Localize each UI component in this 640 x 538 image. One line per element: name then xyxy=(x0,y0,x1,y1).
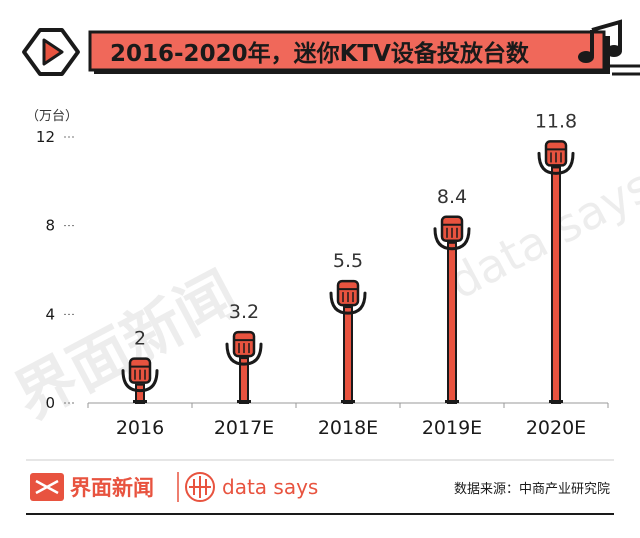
mic-cradle xyxy=(225,342,263,366)
header: 2016-2020年，迷你KTV设备投放台数 xyxy=(22,19,640,76)
chart-title: 2016-2020年，迷你KTV设备投放台数 xyxy=(110,40,530,67)
footer-sub-brand: data says xyxy=(222,475,318,499)
mic-base xyxy=(341,400,355,403)
bars: 2 3.2 5.5 8.4 11.8 xyxy=(121,110,577,405)
data-source: 数据来源：中商产业研究院 xyxy=(454,482,610,497)
mic-cradle xyxy=(433,227,471,251)
mic-cradle xyxy=(537,151,575,175)
bar-2018E: 5.5 xyxy=(329,250,367,405)
x-tick-label: 2020E xyxy=(526,417,586,439)
unit-label: （万台） xyxy=(26,109,78,124)
x-tick-label: 2019E xyxy=(422,417,482,439)
play-icon xyxy=(22,28,80,76)
mic-base xyxy=(549,400,563,403)
y-axis: 0 4 8 12 xyxy=(36,128,76,412)
brand-logo-icon xyxy=(30,473,64,501)
y-tick-label: 8 xyxy=(45,217,55,235)
y-tick-label: 4 xyxy=(45,305,55,323)
y-tick-label: 12 xyxy=(36,128,55,146)
data-label: 11.8 xyxy=(535,110,577,132)
y-tick-label: 0 xyxy=(45,394,55,412)
footer-brand: 界面新闻 xyxy=(70,476,154,500)
mic-base xyxy=(237,400,251,403)
mic-cradle xyxy=(121,369,159,393)
footer: 界面新闻 data says 数据来源：中商产业研究院 xyxy=(26,459,614,515)
data-label: 8.4 xyxy=(437,186,467,208)
data-says-logo-icon xyxy=(185,472,215,502)
watermark: 界面新闻 data says xyxy=(4,158,640,433)
mic-base xyxy=(133,400,147,403)
data-label: 5.5 xyxy=(333,250,363,272)
watermark-brand: 界面新闻 xyxy=(4,259,249,433)
title-box-fill xyxy=(88,30,606,72)
x-tick-label: 2017E xyxy=(214,417,274,439)
data-label: 3.2 xyxy=(229,301,259,323)
music-note-icon xyxy=(578,19,640,76)
bar-2019E: 8.4 xyxy=(433,186,471,404)
mic-stand xyxy=(343,306,353,405)
bar-2017E: 3.2 xyxy=(225,301,263,405)
mic-stand xyxy=(551,166,561,404)
mic-base xyxy=(445,400,459,403)
x-tick-label: 2016 xyxy=(116,417,164,439)
x-axis: 2016 2017E 2018E 2019E 2020E xyxy=(87,403,609,439)
x-tick-label: 2018E xyxy=(318,417,378,439)
data-label: 2 xyxy=(134,328,146,350)
bar-2020E: 11.8 xyxy=(535,110,577,404)
bar-2016: 2 xyxy=(121,328,159,404)
mic-stand xyxy=(447,241,457,404)
mic-cradle xyxy=(329,291,367,315)
